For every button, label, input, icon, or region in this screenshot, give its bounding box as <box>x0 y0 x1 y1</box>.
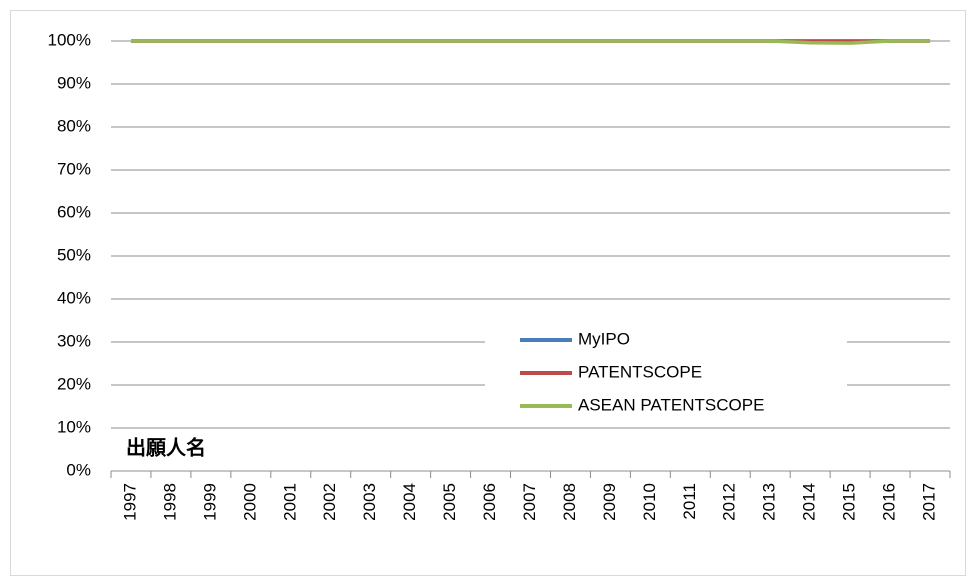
y-tick-label: 40% <box>57 288 91 307</box>
annotation: 出願人名 <box>126 435 206 459</box>
legend-label: PATENTSCOPE <box>578 362 702 381</box>
y-tick-label: 70% <box>57 159 91 178</box>
x-tick-label: 1999 <box>200 483 219 521</box>
x-tick-label: 2003 <box>360 483 379 521</box>
x-tick-label: 2017 <box>920 483 939 521</box>
x-tick-label: 2009 <box>600 483 619 521</box>
x-tick-label: 2016 <box>880 483 899 521</box>
x-tick-label: 2011 <box>680 483 699 520</box>
y-tick-label: 10% <box>57 417 91 436</box>
y-tick-label: 50% <box>57 245 91 264</box>
y-tick-label: 30% <box>57 331 91 350</box>
x-tick-label: 2012 <box>720 483 739 521</box>
x-tick-label: 2002 <box>320 483 339 521</box>
series-line <box>130 39 931 45</box>
x-tick-label: 2014 <box>800 483 819 521</box>
legend-label: MyIPO <box>578 329 630 348</box>
y-tick-label: 20% <box>57 374 91 393</box>
y-tick-label: 100% <box>48 30 91 49</box>
x-tick-label: 2004 <box>400 483 419 521</box>
x-tick-label: 2005 <box>440 483 459 521</box>
x-tick-label: 2000 <box>240 483 259 521</box>
y-tick-label: 80% <box>57 116 91 135</box>
x-tick-label: 2013 <box>760 483 779 521</box>
y-tick-label: 90% <box>57 73 91 92</box>
x-tick-label: 2007 <box>520 483 539 521</box>
x-tick-label: 2006 <box>480 483 499 521</box>
x-tick-label: 2001 <box>280 483 299 521</box>
y-tick-label: 0% <box>66 460 91 479</box>
y-tick-label: 60% <box>57 202 91 221</box>
x-tick-label: 2010 <box>640 483 659 521</box>
legend-label: ASEAN PATENTSCOPE <box>578 395 764 414</box>
chart-border <box>10 10 966 576</box>
x-tick-label: 1997 <box>120 483 139 521</box>
x-tick-label: 1998 <box>160 483 179 521</box>
x-tick-label: 2015 <box>840 483 859 521</box>
x-tick-label: 2008 <box>560 483 579 521</box>
